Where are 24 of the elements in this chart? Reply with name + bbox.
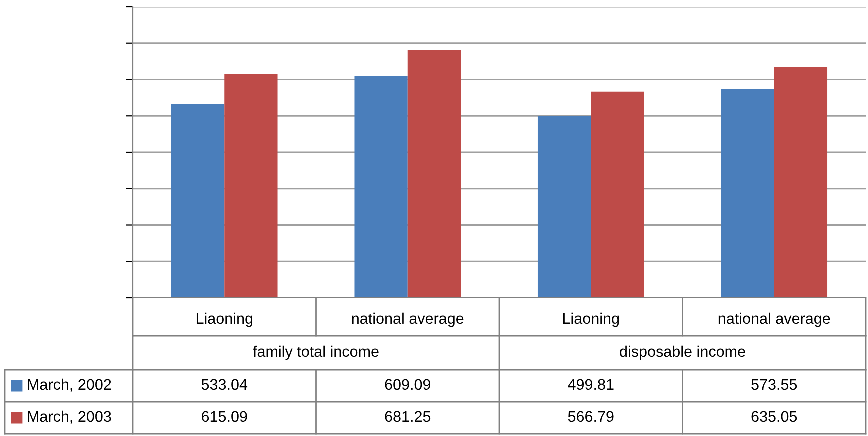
bar (354, 76, 408, 298)
bar (224, 74, 278, 298)
text: disposable income (620, 346, 746, 360)
x-tick-label: national average (352, 312, 464, 328)
legend-label: March, 2002 (28, 378, 112, 392)
bar (774, 67, 828, 298)
data-label: 635.05 (752, 411, 798, 422)
bar (538, 116, 592, 298)
data-label: 499.81 (568, 379, 614, 390)
bar (721, 89, 774, 298)
x-tick-label: Liaoning (563, 312, 620, 328)
data-label: 609.09 (385, 379, 431, 390)
data-label: 573.55 (752, 379, 798, 390)
data-label: 566.79 (568, 411, 614, 422)
x-tick-label: Liaoning (196, 312, 253, 328)
data-label: 681.25 (385, 411, 431, 422)
bar (171, 104, 225, 298)
data-label: 615.09 (202, 411, 248, 422)
legend-label: March, 2003 (28, 410, 112, 424)
bar (591, 92, 644, 298)
text: family total income (253, 346, 379, 360)
data-label: 533.04 (202, 379, 248, 390)
x-tick-label: national average (718, 312, 830, 328)
bar (408, 50, 462, 298)
